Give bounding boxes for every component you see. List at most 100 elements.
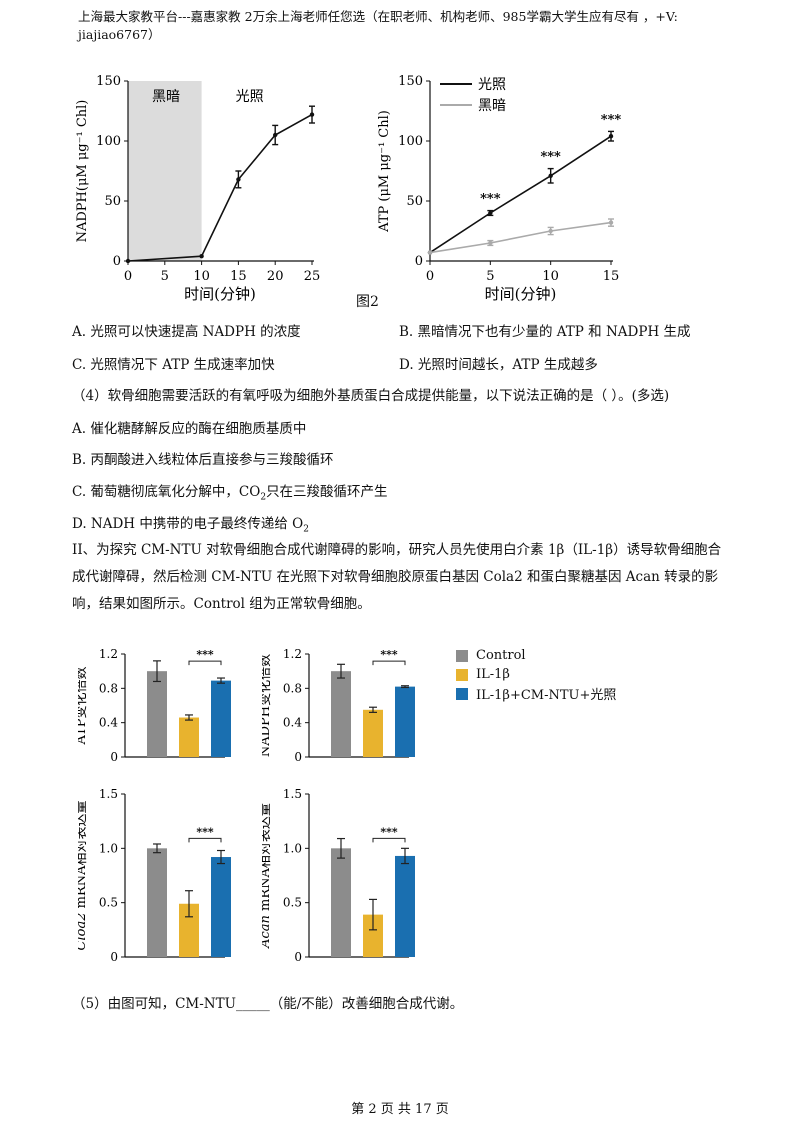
y-tick-label: 100: [96, 134, 121, 149]
significance-label: ***: [196, 648, 214, 661]
x-axis-label: 时间(分钟): [184, 285, 256, 303]
y-axis-label: NADPH(μM μg⁻¹ Chl): [75, 100, 90, 243]
bar: [363, 709, 383, 757]
option-b: B. 黑暗情况下也有少量的 ATP 和 NADPH 生成: [399, 324, 691, 340]
y-tick-label: 0: [113, 254, 121, 269]
atp-bar-chart: 0 0.4 0.8 1.2 ATP变化倍数 ***: [78, 647, 231, 764]
x-tick-label: 10: [542, 269, 559, 284]
y-tick-label: 1.5: [283, 787, 302, 801]
bar: [211, 680, 231, 757]
legend-label: IL-1β: [476, 667, 510, 682]
option-a: A. 光照可以快速提高 NADPH 的浓度: [72, 324, 301, 340]
data-point: [427, 250, 433, 255]
nadph-line-chart: 黑暗 光照 0 5 10 15 20 25 0 50 100 150 时间(分钟) NADPH(μM μg…: [75, 74, 321, 303]
x-tick-label: 5: [161, 269, 169, 284]
legend-item: Control: [456, 646, 616, 665]
page-footer: 第 2 页 共 17 页: [351, 1102, 449, 1117]
bar: [363, 914, 383, 957]
y-tick-label: 1.0: [283, 841, 302, 855]
data-point: [608, 220, 614, 225]
y-tick-label: 1.2: [283, 647, 302, 661]
x-tick-label: 25: [304, 269, 321, 284]
question-4-stem: （4）软骨细胞需要活跃的有氧呼吸为细胞外基质蛋白合成提供能量，以下说法正确的是（…: [72, 388, 670, 404]
bar: [331, 671, 351, 757]
q4-option-d: D. NADH 中携带的电子最终传递给 O2: [72, 516, 309, 535]
y-axis-label: ATP (μM μg⁻¹ Chl): [377, 110, 392, 233]
legend-label: 光照: [478, 77, 506, 93]
data-point: [125, 258, 131, 264]
legend-swatch: [456, 668, 468, 681]
y-tick-label: 0.5: [99, 896, 118, 910]
bar: [147, 848, 167, 957]
y-tick-label: 0: [294, 750, 302, 764]
y-tick-label: 0.4: [283, 716, 302, 730]
y-tick-label: 0: [110, 950, 118, 964]
region-label: 光照: [236, 89, 264, 105]
x-tick-label: 0: [426, 269, 434, 284]
page-header: 上海最大家教平台---嘉惠家教 2万余上海老师任您选（在职老师、机构老师、985…: [78, 9, 678, 42]
legend-item: IL-1β+CM-NTU+光照: [456, 684, 616, 703]
part2-paragraph: II、为探究 CM-NTU 对软骨细胞合成代谢障碍的影响，研究人员先使用白介素 …: [72, 542, 722, 612]
question-5: （5）由图可知，CM-NTU_____（能/不能）改善细胞合成代谢。: [72, 996, 464, 1012]
legend-swatch: [456, 687, 468, 700]
significance-label: ***: [601, 112, 622, 127]
data-point: [236, 177, 241, 182]
y-tick-label: 0.5: [283, 896, 302, 910]
y-tick-label: 0.4: [99, 716, 118, 730]
data-point: [488, 240, 493, 246]
region-label: 黑暗: [152, 89, 180, 105]
significance-bracket: [188, 837, 222, 843]
y-axis-label: ATP变化倍数: [78, 666, 89, 745]
option-c: C. 光照情况下 ATP 生成速率加快: [72, 357, 275, 373]
significance-bracket: [372, 837, 406, 843]
bar: [211, 857, 231, 957]
significance-bracket: [188, 660, 222, 666]
y-axis-label: Acan mRNA相对表达量: [262, 803, 273, 949]
legend-item: IL-1β: [456, 665, 616, 684]
q4-option-a: A. 催化糖酵解反应的酶在细胞质基质中: [72, 421, 307, 437]
x-tick-label: 20: [267, 269, 284, 284]
bar: [147, 671, 167, 757]
y-tick-label: 0: [110, 750, 118, 764]
y-tick-label: 0.8: [99, 681, 118, 695]
legend-label: 黑暗: [478, 98, 506, 114]
nadph-bar-chart: 0 0.4 0.8 1.2 NADPH变化倍数 ***: [262, 647, 415, 764]
significance-label: ***: [540, 150, 561, 165]
series-line: [429, 221, 612, 254]
y-tick-label: 150: [96, 74, 121, 89]
q4-option-b: B. 丙酮酸进入线粒体后直接参与三羧酸循环: [72, 452, 334, 468]
figure-label: 图2: [356, 294, 379, 310]
x-tick-label: 10: [193, 269, 210, 284]
y-tick-label: 1.5: [99, 787, 118, 801]
bar: [331, 848, 351, 957]
y-tick-label: 1.0: [99, 841, 118, 855]
x-tick-label: 15: [230, 269, 247, 284]
data-point: [548, 228, 553, 234]
legend-label: IL-1β+CM-NTU+光照: [476, 688, 617, 703]
x-axis-label: 时间(分钟): [485, 285, 557, 303]
y-axis-label: NADPH变化倍数: [262, 654, 273, 757]
bar: [179, 903, 199, 957]
bar: [395, 855, 415, 957]
data-point: [199, 254, 204, 259]
significance-label: ***: [196, 825, 214, 838]
y-tick-label: 100: [398, 134, 423, 149]
y-tick-label: 50: [406, 194, 423, 209]
significance-label: ***: [480, 192, 501, 207]
bar: [395, 686, 415, 757]
y-tick-label: 0.8: [283, 681, 302, 695]
option-d: D. 光照时间越长，ATP 生成越多: [399, 357, 598, 373]
legend-label: Control: [476, 648, 526, 663]
data-point: [608, 134, 614, 139]
y-tick-label: 0: [294, 950, 302, 964]
bar: [179, 717, 199, 757]
x-tick-label: 15: [603, 269, 620, 284]
data-point: [273, 132, 278, 138]
significance-label: ***: [380, 825, 398, 838]
y-tick-label: 1.2: [99, 647, 118, 661]
data-point: [309, 112, 315, 117]
data-point: [488, 210, 493, 216]
bar-legend: Control IL-1β IL-1β+CM-NTU+光照: [456, 646, 616, 703]
data-point: [548, 173, 553, 178]
x-tick-label: 5: [486, 269, 494, 284]
